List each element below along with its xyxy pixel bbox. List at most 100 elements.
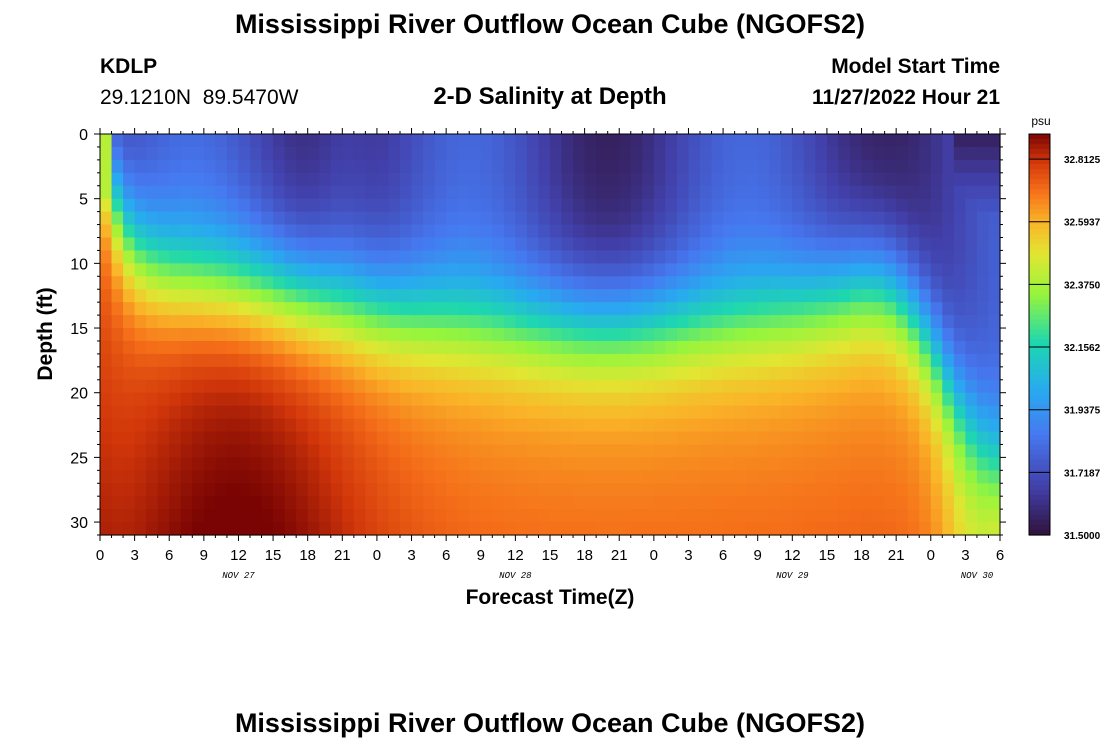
heatmap-cell bbox=[307, 470, 320, 484]
heatmap-cell bbox=[319, 159, 332, 174]
heatmap-cell bbox=[134, 224, 147, 239]
colorbar-band bbox=[1029, 504, 1050, 511]
heatmap-cell bbox=[273, 444, 286, 458]
heatmap-cell bbox=[492, 418, 505, 433]
heatmap-cell bbox=[930, 431, 943, 446]
heatmap-cell bbox=[780, 315, 793, 329]
heatmap-cell bbox=[953, 509, 966, 523]
heatmap-cell bbox=[561, 250, 574, 264]
heatmap-cell bbox=[134, 315, 147, 329]
heatmap-cell bbox=[630, 405, 643, 420]
heatmap-cell bbox=[330, 198, 343, 213]
heatmap-cell bbox=[884, 366, 897, 381]
heatmap-cell bbox=[642, 315, 655, 329]
heatmap-cell bbox=[307, 522, 320, 536]
heatmap-cell bbox=[930, 134, 943, 148]
heatmap-cell bbox=[873, 224, 886, 239]
heatmap-cell bbox=[192, 522, 205, 536]
heatmap-cell bbox=[319, 276, 332, 290]
heatmap-cell bbox=[492, 483, 505, 497]
heatmap-cell bbox=[792, 418, 805, 433]
heatmap-cell bbox=[215, 353, 228, 368]
heatmap-cell bbox=[330, 457, 343, 471]
heatmap-cell bbox=[815, 340, 828, 355]
heatmap-cell bbox=[607, 172, 620, 187]
heatmap-cell bbox=[850, 379, 863, 394]
heatmap-cell bbox=[769, 353, 782, 368]
heatmap-cell bbox=[988, 250, 1001, 264]
heatmap-cell bbox=[838, 198, 851, 213]
heatmap-cell bbox=[746, 159, 759, 174]
heatmap-cell bbox=[561, 392, 574, 407]
heatmap-cell bbox=[838, 353, 851, 368]
heatmap-cell bbox=[861, 302, 874, 316]
heatmap-cell bbox=[884, 185, 897, 200]
heatmap-cell bbox=[884, 392, 897, 407]
heatmap-cell bbox=[711, 379, 724, 394]
heatmap-cell bbox=[711, 159, 724, 174]
heatmap-cell bbox=[123, 483, 136, 497]
heatmap-cell bbox=[226, 328, 240, 342]
heatmap-cell bbox=[261, 392, 274, 407]
heatmap-cell bbox=[538, 457, 551, 471]
heatmap-cell bbox=[873, 315, 886, 329]
heatmap-cell bbox=[480, 405, 493, 420]
heatmap-cell bbox=[203, 289, 216, 303]
heatmap-cell bbox=[861, 276, 874, 290]
heatmap-cell bbox=[411, 211, 424, 226]
heatmap-cell bbox=[100, 185, 113, 200]
heatmap-cell bbox=[157, 172, 170, 187]
heatmap-cell bbox=[700, 457, 713, 471]
heatmap-cell bbox=[873, 328, 886, 342]
heatmap-cell bbox=[446, 159, 459, 174]
heatmap-cell bbox=[296, 353, 309, 368]
heatmap-cell bbox=[976, 470, 990, 484]
heatmap-cell bbox=[538, 185, 551, 200]
heatmap-cell bbox=[884, 483, 897, 497]
heatmap-cell bbox=[700, 250, 713, 264]
heatmap-cell bbox=[526, 328, 540, 342]
heatmap-cell bbox=[307, 185, 320, 200]
heatmap-cell bbox=[630, 470, 643, 484]
heatmap-cell bbox=[665, 431, 678, 446]
heatmap-cell bbox=[319, 289, 332, 303]
heatmap-cell bbox=[480, 470, 493, 484]
heatmap-cell bbox=[619, 522, 632, 536]
heatmap-cell bbox=[365, 431, 378, 446]
x-tick-label: 18 bbox=[576, 547, 593, 564]
heatmap-cell bbox=[353, 289, 366, 303]
heatmap-cell bbox=[319, 366, 332, 381]
heatmap-cell bbox=[607, 276, 620, 290]
heatmap-cell bbox=[723, 405, 736, 420]
heatmap-cell bbox=[573, 457, 586, 471]
heatmap-cell bbox=[803, 340, 816, 355]
heatmap-cell bbox=[757, 263, 770, 277]
heatmap-cell bbox=[296, 496, 309, 510]
heatmap-cell bbox=[250, 289, 263, 303]
heatmap-cell bbox=[815, 172, 828, 187]
heatmap-cell bbox=[815, 483, 828, 497]
heatmap-cell bbox=[100, 496, 113, 510]
heatmap-cell bbox=[596, 185, 609, 200]
heatmap-cell bbox=[665, 172, 678, 187]
heatmap-cell bbox=[573, 263, 586, 277]
heatmap-cell bbox=[480, 172, 493, 187]
heatmap-cell bbox=[123, 172, 136, 187]
heatmap-cell bbox=[665, 509, 678, 523]
heatmap-cell bbox=[930, 289, 943, 303]
heatmap-cell bbox=[965, 379, 978, 394]
colorbar-band bbox=[1029, 319, 1050, 326]
heatmap-cell bbox=[457, 340, 470, 355]
heatmap-cell bbox=[826, 185, 840, 200]
heatmap-cell bbox=[307, 315, 320, 329]
heatmap-cell bbox=[850, 263, 863, 277]
heatmap-cell bbox=[746, 263, 759, 277]
heatmap-cell bbox=[642, 134, 655, 148]
heatmap-cell bbox=[169, 198, 182, 213]
heatmap-cell bbox=[607, 353, 620, 368]
heatmap-cell bbox=[769, 483, 782, 497]
heatmap-cell bbox=[769, 263, 782, 277]
heatmap-cell bbox=[515, 496, 528, 510]
heatmap-cell bbox=[723, 457, 736, 471]
heatmap-cell bbox=[330, 483, 343, 497]
